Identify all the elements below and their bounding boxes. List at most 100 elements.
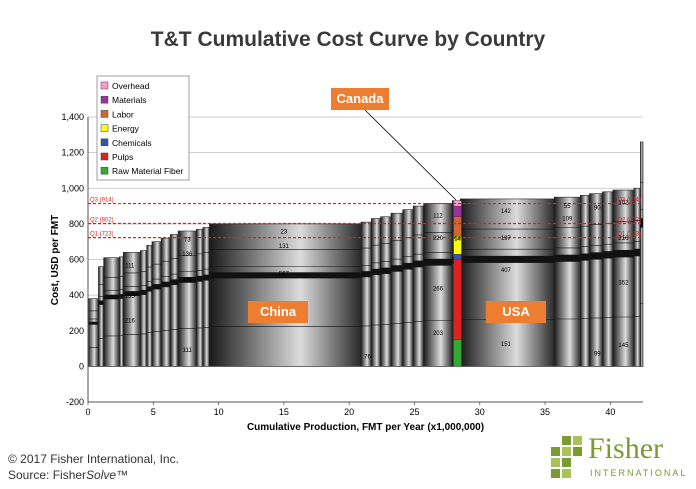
legend-label: Raw Material Fiber bbox=[112, 166, 183, 176]
bar-dark-band bbox=[423, 258, 453, 266]
callout-china: China bbox=[248, 301, 308, 323]
source-name-suffix: Solve™ bbox=[86, 468, 129, 482]
bar-dark-band bbox=[633, 248, 641, 256]
canada-segment bbox=[453, 216, 462, 237]
quartile-lines: Q1 (723) Q1 (723) Q2 (802) Q2 (802) Q3 (914)… bbox=[88, 198, 643, 239]
bar-dark-band bbox=[209, 272, 361, 279]
y-tick-label: -200 bbox=[66, 397, 84, 407]
bar-dark-band bbox=[119, 294, 124, 299]
mill-bar bbox=[553, 196, 581, 367]
data-label: 203 bbox=[433, 331, 444, 337]
data-label: 216 bbox=[125, 319, 136, 325]
quartile-label: Q1 (723) bbox=[90, 232, 114, 238]
legend-swatch bbox=[100, 124, 109, 132]
mill-bar bbox=[380, 216, 392, 367]
x-tick-label: 10 bbox=[214, 407, 224, 417]
mill-bar bbox=[98, 266, 104, 367]
data-label: 407 bbox=[501, 268, 512, 274]
data-label: 112 bbox=[433, 214, 443, 220]
legend-label: Labor bbox=[112, 109, 134, 119]
data-label: 197 bbox=[501, 236, 512, 242]
bar-dark-band bbox=[580, 253, 590, 261]
legend-swatch bbox=[100, 166, 109, 175]
bar-dark-band bbox=[196, 275, 203, 282]
y-tick-label: 800 bbox=[69, 219, 84, 229]
copyright-text: © 2017 Fisher International, Inc. bbox=[8, 452, 179, 466]
source-text: Source: FisherSolve™ bbox=[8, 468, 128, 482]
mill-bar bbox=[146, 244, 153, 367]
legend-label: Overhead bbox=[112, 81, 150, 91]
legend: Overhead Materials Labor Energy Chemicals Pul… bbox=[96, 75, 190, 181]
mill-bar bbox=[371, 218, 381, 367]
bar-dark-band bbox=[554, 254, 581, 262]
bar-dark-band bbox=[161, 281, 171, 287]
quartile-label: Q3 (914) bbox=[90, 198, 114, 204]
canada-segment bbox=[453, 254, 462, 260]
quartile-label-right: Q1 (723) bbox=[617, 232, 641, 238]
x-axis-title: Cumulative Production, FMT per Year (x1,… bbox=[247, 422, 484, 433]
mill-bar bbox=[402, 209, 414, 367]
bar-dark-band bbox=[202, 274, 210, 281]
mill-bar bbox=[202, 227, 210, 367]
mill-bar bbox=[390, 212, 404, 367]
data-label: 375 bbox=[182, 279, 193, 285]
quartile-label-right: Q2 (802) bbox=[617, 218, 641, 224]
bar-dark-band bbox=[589, 252, 603, 260]
canada-segment bbox=[453, 259, 462, 340]
bar-dark-band bbox=[390, 265, 403, 272]
canada-segment bbox=[453, 205, 462, 217]
y-tick-label: 1,000 bbox=[61, 183, 84, 193]
data-label: 136 bbox=[182, 252, 193, 258]
bar-dark-band bbox=[151, 284, 162, 290]
data-label: 142 bbox=[501, 209, 512, 215]
bar-dark-band bbox=[360, 271, 372, 277]
fisher-logo: Fisher INTERNATIONAL bbox=[548, 432, 696, 489]
bar-dark-band bbox=[146, 286, 152, 292]
y-tick-label: 200 bbox=[69, 326, 84, 336]
mill-bar bbox=[633, 187, 641, 367]
source-label: Source: bbox=[8, 468, 53, 482]
bar-dark-band bbox=[123, 291, 141, 296]
mill-bar bbox=[612, 189, 635, 367]
data-labels: 111 135 216 73 136 375 111 23 131 597 76 112 220 266 2… bbox=[125, 200, 629, 360]
bar-dark-band bbox=[170, 279, 179, 285]
bar-dark-band bbox=[380, 267, 391, 274]
callout-usa: USA bbox=[486, 301, 546, 323]
source-name: Fisher bbox=[52, 468, 87, 482]
y-tick-label: 0 bbox=[79, 361, 84, 371]
legend-swatch bbox=[100, 138, 109, 147]
bar-dark-band bbox=[460, 255, 555, 263]
legend-swatch bbox=[100, 152, 109, 161]
chart-title: T&T Cumulative Cost Curve by Country bbox=[150, 28, 546, 51]
mill-bar bbox=[139, 250, 148, 367]
legend-label: Energy bbox=[112, 124, 140, 134]
bar-dark-band bbox=[371, 268, 381, 275]
y-axis-title: Cost, USD per FMT bbox=[50, 215, 61, 306]
bar-dark-band bbox=[88, 321, 99, 325]
bar-dark-band bbox=[640, 218, 643, 228]
mill-bar bbox=[169, 234, 179, 367]
legend-swatch bbox=[100, 81, 109, 90]
mill-bar bbox=[589, 193, 603, 367]
logo-subtitle: INTERNATIONAL bbox=[590, 468, 688, 478]
x-tick-label: 25 bbox=[409, 407, 419, 417]
x-tick-label: 5 bbox=[151, 407, 156, 417]
mill-bar bbox=[196, 228, 204, 367]
logo-mark-icon bbox=[551, 436, 582, 478]
data-label: 76 bbox=[364, 354, 371, 360]
mill-bar bbox=[423, 203, 453, 367]
y-tick-label: 1,400 bbox=[61, 112, 84, 122]
bar-dark-band bbox=[602, 251, 613, 259]
canada-segment bbox=[453, 339, 462, 367]
data-label: 111 bbox=[183, 348, 193, 354]
mill-bar bbox=[580, 195, 590, 367]
data-label: 109 bbox=[562, 216, 573, 222]
y-tick-label: 400 bbox=[69, 290, 84, 300]
bar-dark-band bbox=[140, 289, 147, 295]
x-tick-label: 15 bbox=[279, 407, 289, 417]
legend-swatch bbox=[100, 110, 109, 118]
bars bbox=[87, 141, 644, 367]
legend-label: Pulps bbox=[112, 152, 133, 162]
data-label: 220 bbox=[433, 236, 444, 242]
